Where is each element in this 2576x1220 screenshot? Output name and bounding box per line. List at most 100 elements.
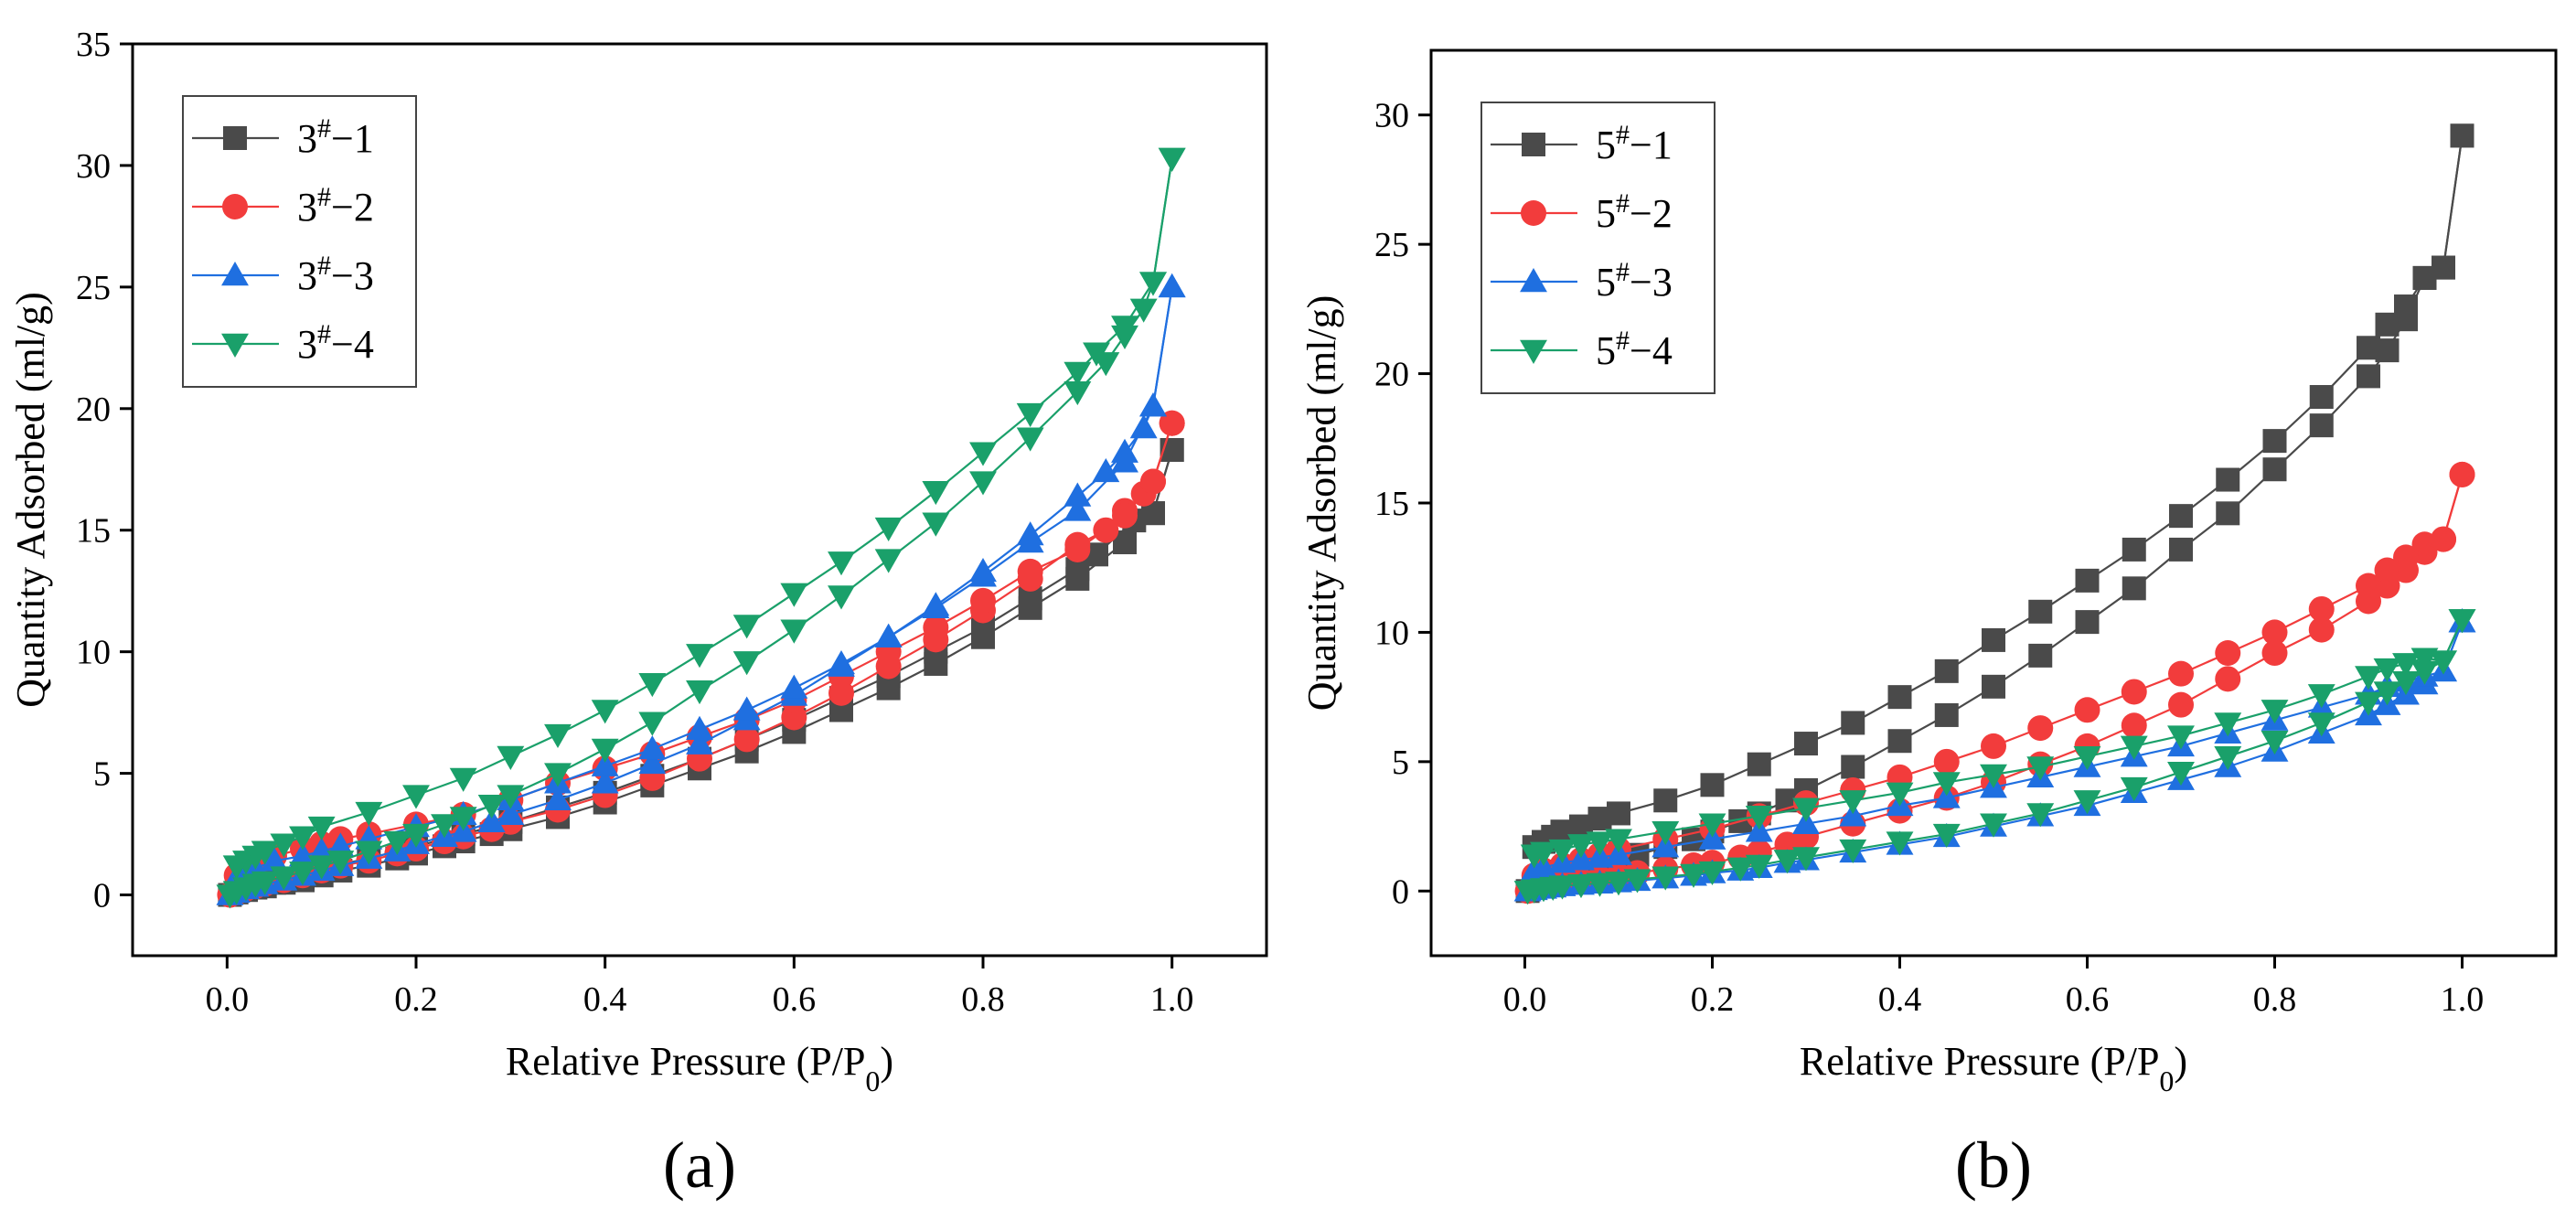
adsorption-point-3#−4	[289, 861, 316, 886]
desorption-point-3#−3	[591, 752, 619, 776]
desorption-point-5#−1	[1841, 711, 1865, 735]
y-tick-label: 25	[1374, 226, 1409, 264]
panel-label: (b)	[1955, 1129, 2032, 1202]
desorption-point-5#−4	[2026, 756, 2055, 781]
desorption-point-3#−2	[1140, 468, 1166, 495]
desorption-point-5#−1	[2309, 385, 2334, 410]
adsorption-point-3#−4	[326, 851, 355, 875]
adsorption-point-5#−2	[2121, 712, 2147, 739]
adsorption-point-3#−4	[497, 785, 525, 809]
y-tick-label: 30	[76, 147, 111, 186]
desorption-point-5#−4	[2355, 666, 2382, 690]
x-tick-label: 0.6	[2066, 980, 2110, 1019]
desorption-point-3#−4	[449, 767, 477, 792]
adsorption-point-3#−3	[1092, 457, 1120, 483]
desorption-point-3#−2	[1064, 537, 1091, 563]
adsorption-point-3#−4	[383, 830, 412, 855]
legend-label-3#−1: 3#−1	[297, 113, 374, 162]
desorption-point-3#−4	[1139, 272, 1167, 296]
desorption-point-5#−4	[1886, 782, 1914, 807]
desorption-point-5#−1	[1653, 788, 1678, 813]
adsorption-point-5#−4	[1651, 866, 1680, 891]
desorption-point-5#−1	[1700, 773, 1725, 797]
adsorption-point-5#−4	[1586, 872, 1614, 897]
x-tick-label: 0.2	[1691, 980, 1735, 1019]
y-tick-label: 20	[1374, 356, 1409, 394]
desorption-point-5#−3	[1567, 846, 1595, 871]
adsorption-point-3#−4	[686, 680, 713, 705]
desorption-point-5#−3	[1520, 856, 1548, 881]
adsorption-point-5#−2	[2168, 691, 2194, 718]
desorption-point-3#−4	[686, 644, 713, 669]
desorption-point-3#−4	[270, 833, 298, 858]
series-5#−4	[1513, 609, 2476, 905]
desorption-point-5#−1	[2122, 537, 2146, 562]
adsorption-point-3#−3	[686, 730, 713, 754]
desorption-point-5#−1	[2262, 429, 2287, 454]
legend-label-3#−2: 3#−2	[297, 182, 374, 230]
adsorption-point-5#−4	[1605, 872, 1632, 896]
desorption-point-3#−3	[1111, 448, 1138, 473]
desorption-point-3#−4	[638, 673, 667, 698]
series-3#−4	[216, 147, 1186, 909]
desorption-point-5#−2	[2374, 557, 2400, 583]
adsorption-point-5#−4	[1726, 857, 1755, 882]
x-axis-title: Relative Pressure (P/P0)	[506, 1039, 893, 1097]
y-tick-label: 35	[76, 26, 111, 64]
chart-panel-b: 0.0 0.2 0.4 0.6 0.8 1.0 0 5 10 15 20 25 30 Relative P…	[1299, 48, 2558, 1202]
legend: 5#−1 5#−2 5#−3 5#−4	[1480, 102, 1716, 394]
desorption-point-5#−1	[1982, 627, 2005, 652]
y-tick-label: 30	[1374, 97, 1409, 135]
desorption-point-3#−4	[874, 517, 903, 542]
adsorption-point-5#−4	[1839, 839, 1867, 863]
desorption-point-5#−2	[2308, 595, 2335, 622]
adsorption-point-5#−4	[2167, 761, 2195, 787]
y-axis-title: Quantity Adsorbed (ml/g)	[8, 292, 53, 708]
adsorption-point-5#−4	[1792, 847, 1820, 872]
adsorption-point-3#−4	[874, 549, 903, 573]
adsorption-point-5#−4	[1932, 823, 1961, 849]
adsorption-point-5#−2	[2308, 616, 2335, 643]
x-tick-label: 1.0	[1150, 980, 1194, 1019]
desorption-point-5#−3	[1745, 818, 1773, 842]
desorption-point-5#−1	[2375, 312, 2400, 337]
adsorption-point-3#−4	[969, 471, 997, 496]
adsorption-point-3#−4	[591, 738, 619, 763]
x-tick-label: 1.0	[2441, 980, 2485, 1019]
desorption-point-3#−4	[1064, 361, 1092, 386]
adsorption-point-5#−4	[1680, 863, 1707, 888]
y-tick-label: 20	[76, 391, 111, 429]
adsorption-point-5#−4	[2214, 745, 2242, 771]
desorption-point-5#−1	[2357, 336, 2380, 360]
desorption-point-5#−4	[2214, 712, 2242, 737]
desorption-point-5#−2	[2393, 544, 2419, 571]
adsorption-point-5#−4	[2307, 712, 2336, 737]
adsorption-point-3#−4	[732, 651, 761, 676]
desorption-point-5#−2	[1981, 733, 2006, 759]
chart-panel-a: 0.0 0.2 0.4 0.6 0.8 1.0 0 5 10 15 20 25 30 35 Relative…	[8, 26, 1268, 1202]
desorption-point-5#−2	[2356, 573, 2381, 599]
y-tick-label: 0	[93, 877, 111, 915]
desorption-point-5#−1	[2450, 123, 2474, 148]
x-tick-label: 0.0	[1503, 980, 1547, 1019]
desorption-point-5#−3	[1605, 840, 1632, 865]
desorption-point-5#−1	[2169, 504, 2193, 529]
adsorption-point-3#−3	[638, 750, 667, 775]
desorption-point-5#−3	[1651, 833, 1680, 858]
adsorption-point-5#−4	[1567, 874, 1595, 899]
desorption-point-5#−4	[1980, 764, 2007, 788]
adsorption-point-5#−4	[2073, 790, 2101, 815]
adsorption-point-3#−4	[780, 619, 808, 644]
x-tick-label: 0.8	[961, 980, 1005, 1019]
adsorption-point-5#−1	[2309, 413, 2334, 438]
adsorption-point-5#−4	[2392, 670, 2420, 696]
adsorption-point-5#−1	[2262, 457, 2287, 482]
y-tick-label: 10	[1374, 614, 1409, 652]
desorption-point-3#−2	[1112, 502, 1138, 529]
legend-box	[1480, 102, 1716, 394]
desorption-point-3#−4	[1016, 402, 1044, 428]
adsorption-point-3#−3	[544, 786, 572, 811]
desorption-point-3#−4	[828, 551, 855, 576]
desorption-point-3#−3	[1139, 392, 1167, 417]
adsorption-point-3#−4	[402, 823, 430, 849]
